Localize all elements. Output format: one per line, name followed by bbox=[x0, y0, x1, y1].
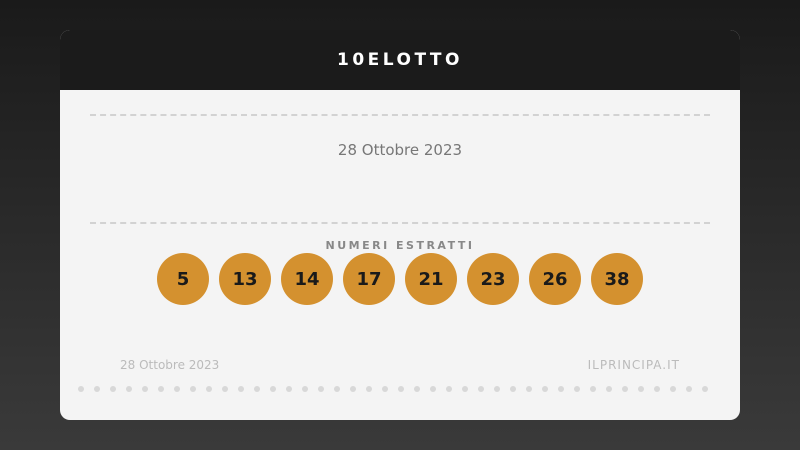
number-ball: 13 bbox=[219, 253, 271, 305]
dot-decoration bbox=[702, 386, 708, 392]
dot-decoration bbox=[334, 386, 340, 392]
dot-decoration bbox=[78, 386, 84, 392]
number-ball: 21 bbox=[405, 253, 457, 305]
numbers-row: 5 13 14 17 21 23 26 38 bbox=[60, 253, 740, 305]
dot-decoration bbox=[222, 386, 228, 392]
number-ball: 14 bbox=[281, 253, 333, 305]
dot-decoration bbox=[510, 386, 516, 392]
dot-decoration bbox=[622, 386, 628, 392]
dot-decoration bbox=[270, 386, 276, 392]
divider bbox=[90, 114, 710, 116]
dot-decoration bbox=[318, 386, 324, 392]
dot-decoration bbox=[446, 386, 452, 392]
card-title: 10ELOTTO bbox=[337, 50, 463, 70]
card-header: 10ELOTTO bbox=[60, 30, 740, 90]
footer-date: 28 Ottobre 2023 bbox=[120, 358, 220, 372]
dot-decoration bbox=[686, 386, 692, 392]
divider bbox=[90, 222, 710, 224]
dot-decoration bbox=[302, 386, 308, 392]
dot-decoration bbox=[254, 386, 260, 392]
dot-decoration bbox=[350, 386, 356, 392]
draw-date: 28 Ottobre 2023 bbox=[337, 141, 463, 159]
numbers-label: NUMERI ESTRATTI bbox=[325, 239, 475, 252]
dot-decoration bbox=[414, 386, 420, 392]
dot-decoration bbox=[94, 386, 100, 392]
dot-decoration bbox=[654, 386, 660, 392]
dot-decoration bbox=[462, 386, 468, 392]
lottery-card: 10ELOTTO 28 Ottobre 2023 NUMERI ESTRATTI… bbox=[60, 30, 740, 420]
number-ball: 38 bbox=[591, 253, 643, 305]
dot-decoration bbox=[382, 386, 388, 392]
dot-decoration bbox=[494, 386, 500, 392]
dot-decoration bbox=[286, 386, 292, 392]
dot-decoration bbox=[574, 386, 580, 392]
dot-decoration bbox=[606, 386, 612, 392]
dot-decoration bbox=[174, 386, 180, 392]
dot-decoration bbox=[110, 386, 116, 392]
dot-decoration bbox=[526, 386, 532, 392]
number-ball: 23 bbox=[467, 253, 519, 305]
dot-decoration bbox=[142, 386, 148, 392]
dot-decoration bbox=[158, 386, 164, 392]
number-ball: 26 bbox=[529, 253, 581, 305]
dot-decoration bbox=[478, 386, 484, 392]
dot-decoration bbox=[190, 386, 196, 392]
decorative-dots bbox=[78, 386, 708, 392]
dot-decoration bbox=[430, 386, 436, 392]
dot-decoration bbox=[398, 386, 404, 392]
dot-decoration bbox=[590, 386, 596, 392]
dot-decoration bbox=[542, 386, 548, 392]
dot-decoration bbox=[238, 386, 244, 392]
dot-decoration bbox=[126, 386, 132, 392]
number-ball: 17 bbox=[343, 253, 395, 305]
dot-decoration bbox=[206, 386, 212, 392]
dot-decoration bbox=[670, 386, 676, 392]
number-ball: 5 bbox=[157, 253, 209, 305]
dot-decoration bbox=[558, 386, 564, 392]
dot-decoration bbox=[366, 386, 372, 392]
footer-site: ILPRINCIPA.IT bbox=[587, 358, 680, 372]
dot-decoration bbox=[638, 386, 644, 392]
